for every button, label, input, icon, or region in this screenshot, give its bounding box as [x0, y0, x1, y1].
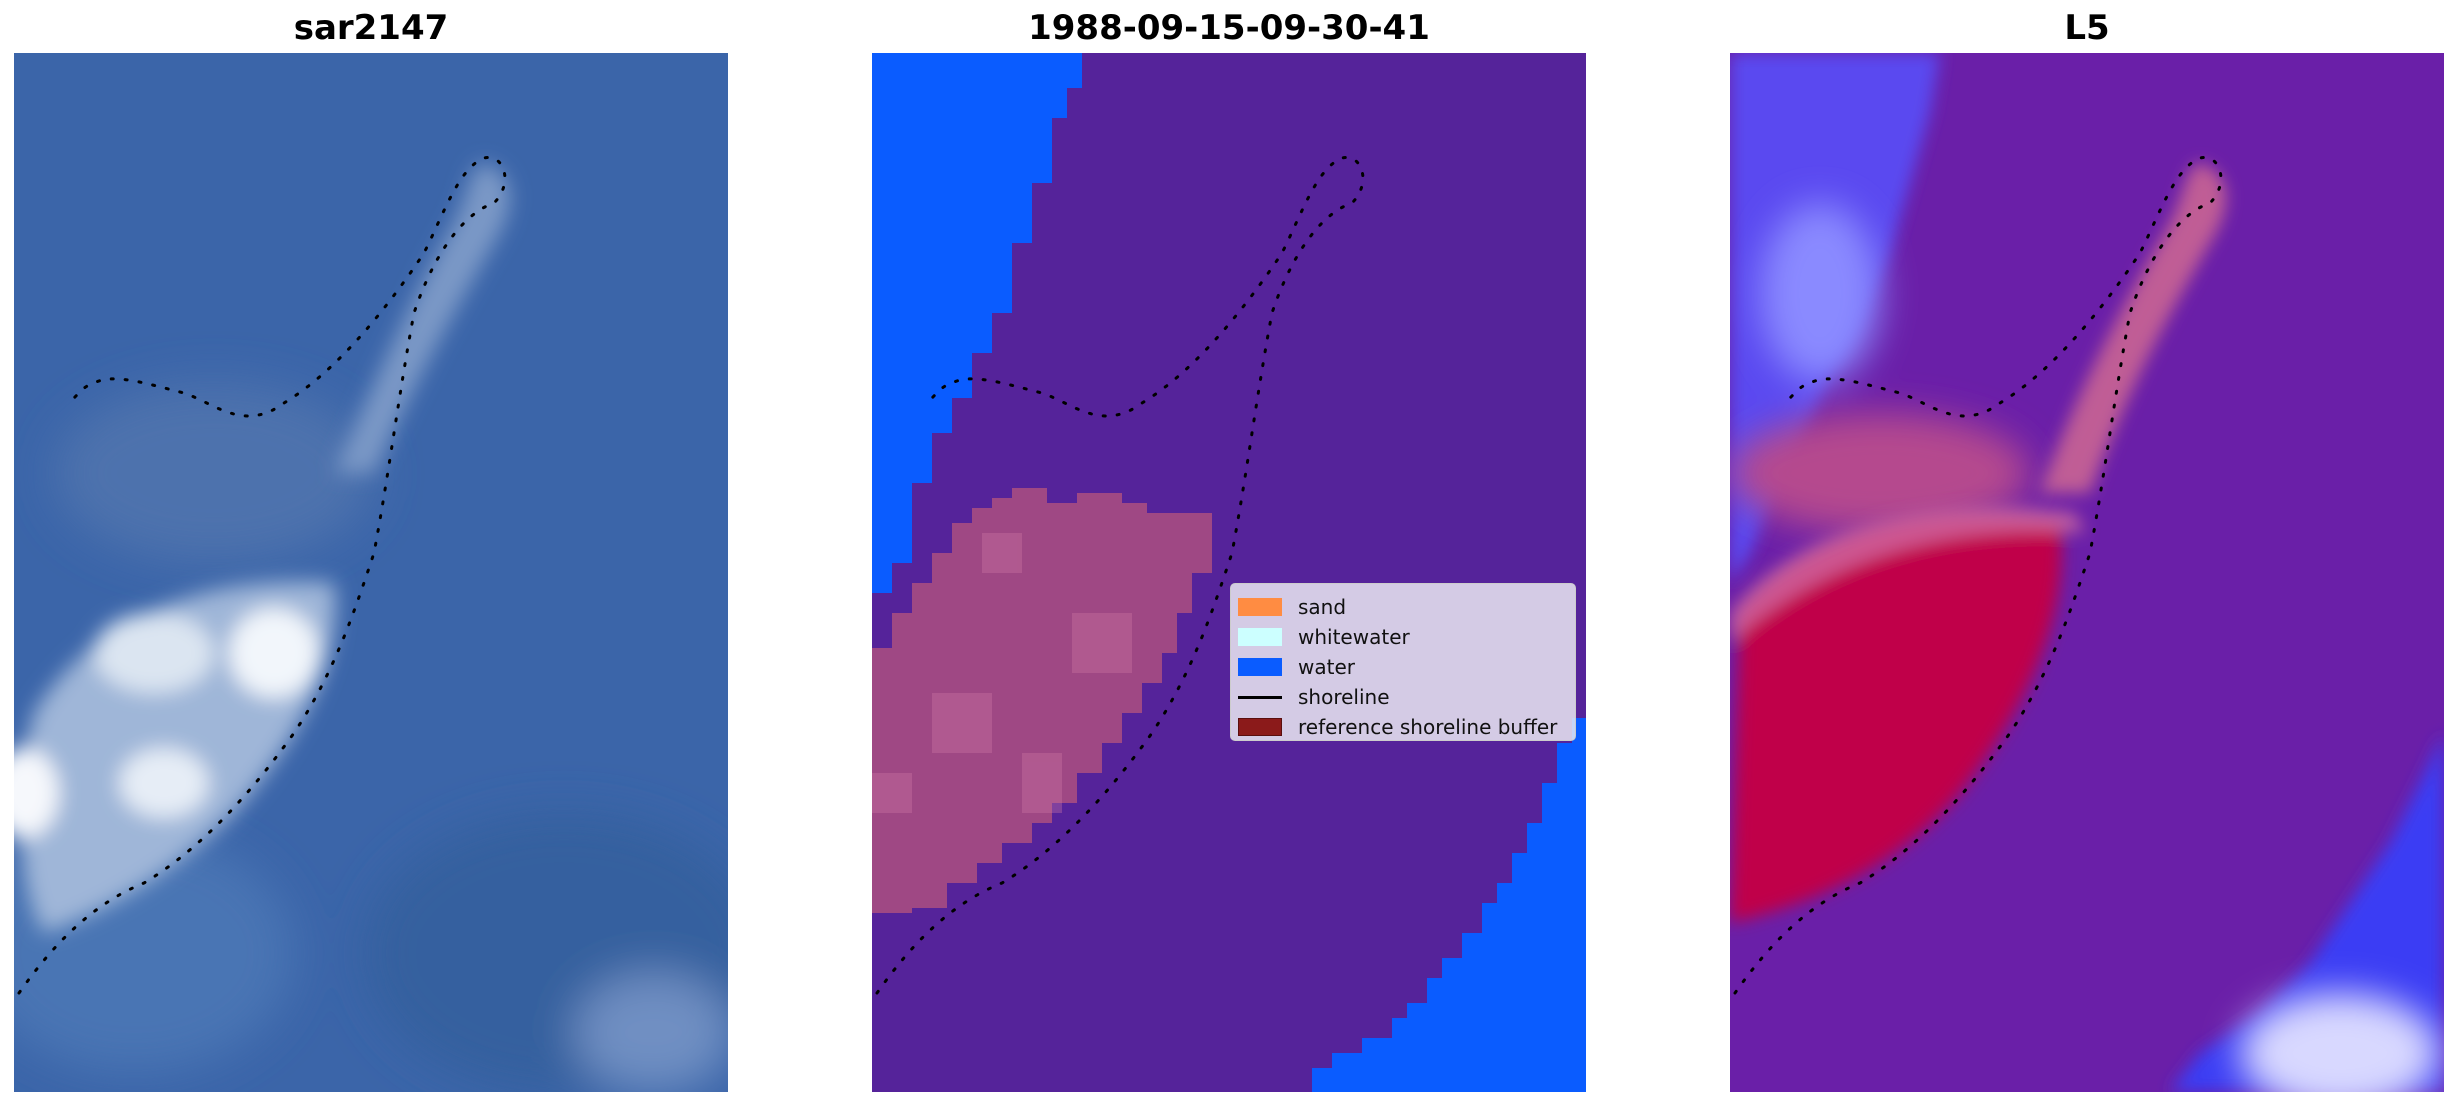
shoreline-line [1733, 156, 2223, 995]
rgb-image [14, 53, 728, 1092]
legend-label-water: water [1298, 655, 1355, 679]
shoreline-line [17, 156, 507, 995]
legend-swatch-sand [1238, 598, 1282, 616]
classification-panel [872, 53, 1586, 1092]
legend-label-whitewater: whitewater [1298, 625, 1410, 649]
legend-swatch-whitewater [1238, 628, 1282, 646]
legend-item-whitewater: whitewater [1238, 622, 1410, 652]
legend-label-sand: sand [1298, 595, 1347, 619]
shoreline-overlay-rgb [17, 156, 507, 995]
reference-shoreline-buffer [872, 488, 1212, 913]
shoreline-overlay-classification [875, 156, 1365, 995]
l5-panel [1730, 53, 2444, 1092]
legend-swatch-reference-buffer [1238, 718, 1282, 736]
water-region-right [1312, 718, 1586, 1092]
panel-title-classification: 1988-09-15-09-30-41 [1028, 8, 1430, 48]
legend: sand whitewater water shoreline referenc… [1230, 583, 1576, 741]
legend-swatch-shoreline [1238, 695, 1282, 699]
legend-item-reference-buffer: reference shoreline buffer [1238, 712, 1557, 742]
l5-heatmap [1730, 53, 2444, 1092]
panel-title-rgb: sar2147 [293, 8, 449, 48]
legend-label-shoreline: shoreline [1298, 685, 1390, 709]
legend-item-water: water [1238, 652, 1355, 682]
legend-item-sand: sand [1238, 592, 1346, 622]
panel-title-l5: L5 [2064, 8, 2110, 48]
rgb-image-panel [14, 53, 728, 1092]
legend-item-shoreline: shoreline [1238, 682, 1390, 712]
legend-swatch-water [1238, 658, 1282, 676]
shoreline-overlay-l5 [1733, 156, 2223, 995]
classification-map [872, 53, 1586, 1092]
water-region-left [872, 53, 1082, 593]
shoreline-line [875, 156, 1365, 995]
legend-label-reference-buffer: reference shoreline buffer [1298, 715, 1558, 739]
